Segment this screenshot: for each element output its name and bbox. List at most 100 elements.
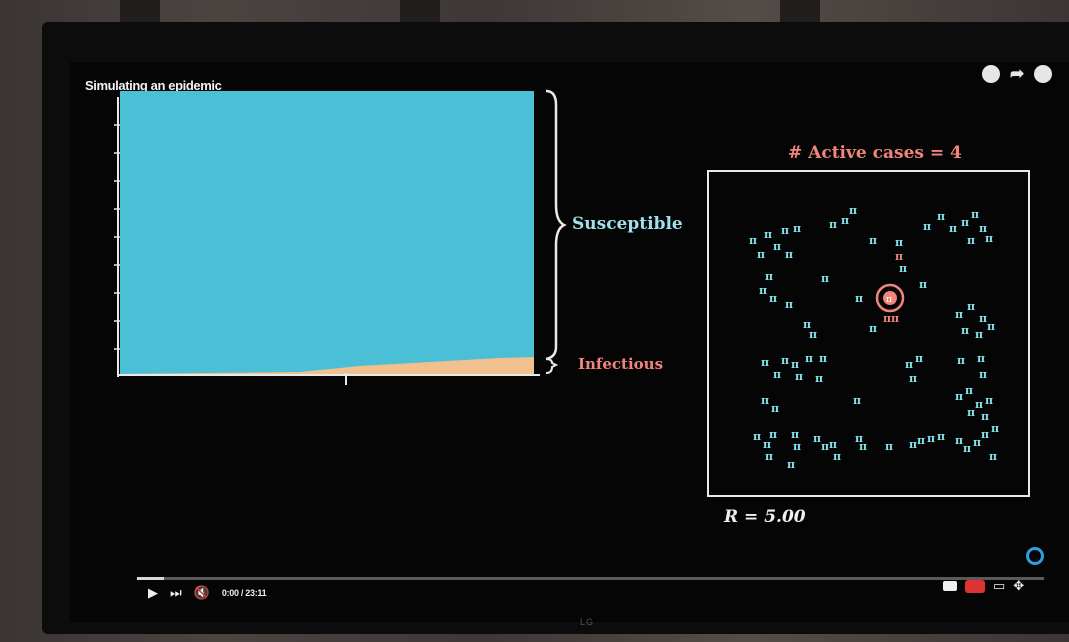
svg-text:π: π (757, 248, 765, 261)
share-icon[interactable]: ➦ (1010, 64, 1025, 83)
svg-text:π: π (949, 222, 957, 235)
svg-text:π: π (773, 368, 781, 381)
svg-text:π: π (886, 295, 892, 305)
svg-text:π: π (979, 368, 987, 381)
svg-text:π: π (895, 236, 903, 249)
progress-fill (137, 577, 165, 580)
svg-text:π: π (963, 442, 971, 455)
infected-person: π π π π (875, 250, 905, 325)
svg-text:π: π (981, 428, 989, 441)
play-icon[interactable]: ▶ (148, 585, 158, 600)
svg-text:π: π (849, 204, 857, 217)
settings-icon[interactable] (965, 579, 985, 593)
svg-text:π: π (885, 440, 893, 453)
svg-text:π: π (891, 312, 899, 325)
svg-text:π: π (749, 234, 757, 247)
svg-text:π: π (979, 222, 987, 235)
svg-text:π: π (977, 352, 985, 365)
svg-text:π: π (883, 312, 891, 325)
svg-text:π: π (829, 438, 837, 451)
time-display: 0:00 / 23:11 (221, 588, 267, 598)
svg-text:π: π (791, 358, 799, 371)
svg-text:π: π (791, 428, 799, 441)
fullscreen-icon[interactable]: ✥ (1013, 578, 1025, 593)
svg-text:π: π (961, 216, 969, 229)
svg-text:π: π (753, 430, 761, 443)
svg-text:π: π (819, 352, 827, 365)
svg-text:π: π (967, 406, 975, 419)
svg-text:π: π (795, 370, 803, 383)
svg-text:π: π (815, 372, 823, 385)
svg-text:π: π (905, 358, 913, 371)
svg-text:π: π (759, 284, 767, 297)
svg-text:π: π (973, 436, 981, 449)
svg-text:π: π (975, 328, 983, 341)
svg-text:π: π (937, 430, 945, 443)
svg-text:π: π (869, 234, 877, 247)
epidemic-chart (114, 89, 567, 385)
svg-text:π: π (909, 372, 917, 385)
svg-text:π: π (859, 440, 867, 453)
progress-bar[interactable] (137, 577, 1044, 580)
svg-text:π: π (967, 300, 975, 313)
svg-text:π: π (841, 214, 849, 227)
svg-text:π: π (979, 312, 987, 325)
svg-text:π: π (769, 292, 777, 305)
monitor-logo: LG (580, 617, 595, 627)
svg-text:π: π (853, 394, 861, 407)
subtitles-icon[interactable] (943, 581, 957, 591)
video-title[interactable]: Simulating an epidemic (85, 78, 222, 93)
svg-text:π: π (771, 402, 779, 415)
svg-text:π: π (971, 208, 979, 221)
susceptible-brace (545, 89, 567, 361)
miniplayer-icon[interactable]: ▭ (993, 578, 1006, 593)
svg-text:π: π (765, 270, 773, 283)
svg-text:π: π (785, 298, 793, 311)
svg-text:π: π (917, 434, 925, 447)
svg-text:π: π (785, 248, 793, 261)
svg-text:π: π (787, 458, 795, 471)
svg-text:π: π (955, 308, 963, 321)
svg-text:π: π (955, 434, 963, 447)
svg-text:π: π (909, 438, 917, 451)
svg-text:π: π (805, 352, 813, 365)
svg-text:π: π (869, 322, 877, 335)
susceptible-label: Susceptible (572, 214, 683, 234)
infectious-brace (545, 358, 559, 374)
svg-text:π: π (987, 320, 995, 333)
info-icon[interactable] (1034, 65, 1053, 83)
autoplay-ring-icon[interactable] (1026, 547, 1044, 565)
svg-text:π: π (927, 432, 935, 445)
infectious-area (120, 357, 534, 374)
svg-text:π: π (961, 324, 969, 337)
infectious-label: Infectious (578, 355, 664, 373)
svg-text:π: π (957, 354, 965, 367)
susceptible-area (120, 91, 534, 374)
svg-text:π: π (803, 318, 811, 331)
mute-icon[interactable]: 🔇 (193, 585, 210, 600)
player-controls-right: ▭ ✥ (943, 578, 1024, 594)
svg-text:π: π (985, 232, 993, 245)
svg-text:π: π (781, 354, 789, 367)
svg-text:π: π (781, 224, 789, 237)
svg-text:π: π (895, 250, 903, 263)
svg-text:π: π (855, 292, 863, 305)
watch-later-icon[interactable] (982, 65, 1000, 83)
svg-text:π: π (793, 222, 801, 235)
svg-text:π: π (923, 220, 931, 233)
svg-text:π: π (821, 272, 829, 285)
svg-text:π: π (763, 438, 771, 451)
svg-text:π: π (765, 450, 773, 463)
svg-text:π: π (989, 450, 997, 463)
svg-text:π: π (764, 228, 772, 241)
svg-text:π: π (899, 262, 907, 275)
svg-text:π: π (821, 440, 829, 453)
svg-text:π: π (761, 394, 769, 407)
svg-text:π: π (955, 390, 963, 403)
svg-text:π: π (985, 394, 993, 407)
r-value-label: R = 5.00 (724, 507, 806, 527)
player-controls: ▶ ⏭ 🔇 0:00 / 23:11 (148, 585, 267, 601)
svg-text:π: π (809, 328, 817, 341)
next-icon[interactable]: ⏭ (170, 585, 182, 600)
